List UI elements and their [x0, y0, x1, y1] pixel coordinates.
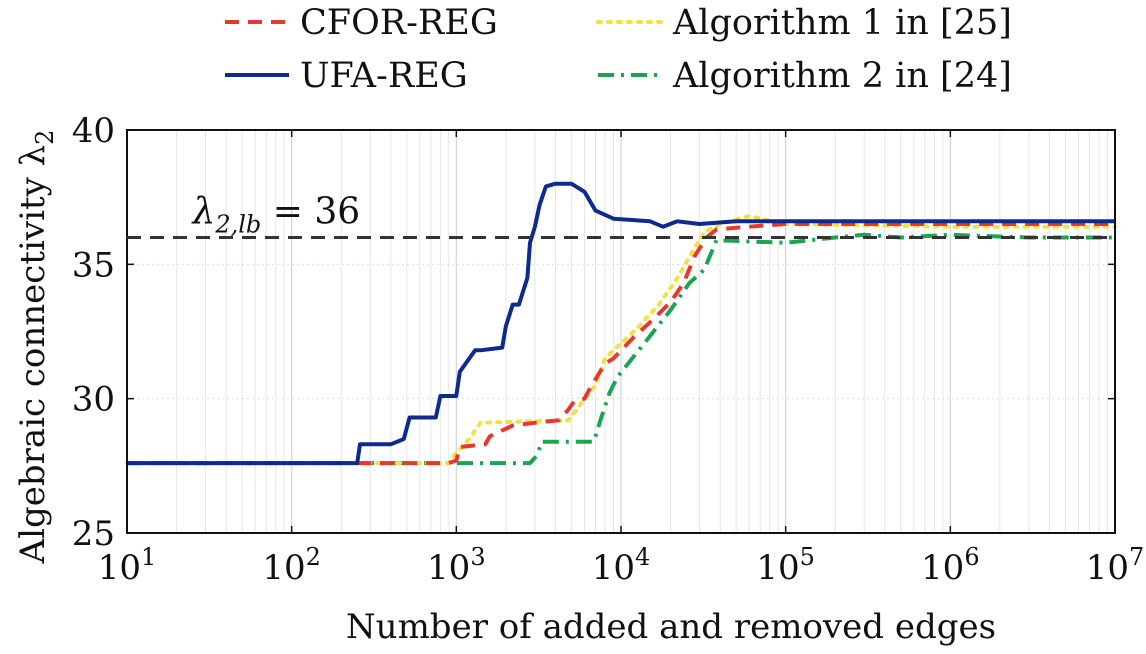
legend-label-cfor-reg: CFOR-REG: [300, 3, 498, 43]
x-tick-base: 10: [262, 548, 305, 588]
x-tick-label: 102: [262, 543, 321, 588]
legend-label-algorithm-1-in-25: Algorithm 1 in [25]: [672, 3, 1012, 43]
annotation-layer: λ2,lb = 36: [127, 191, 1115, 239]
x-tick-base: 10: [921, 548, 964, 588]
y-tick-label: 25: [72, 514, 115, 554]
series-line-cfor-reg: [127, 222, 1115, 466]
x-tick-label: 106: [921, 543, 980, 588]
y-axis-title: Algebraic connectivity λ2: [13, 130, 59, 565]
x-tick-base: 10: [427, 548, 470, 588]
x-tick-base: 10: [1086, 548, 1129, 588]
x-tick-label: 105: [756, 543, 815, 588]
y-tick-label: 35: [72, 245, 115, 285]
annotation-subscript: 2,lb: [214, 210, 261, 238]
x-tick-base: 10: [756, 548, 799, 588]
series-line-ufa-reg: [127, 181, 1115, 466]
x-tick-exponent: 4: [635, 543, 650, 571]
legend-label-ufa-reg: UFA-REG: [300, 56, 468, 96]
axis-titles: Number of added and removed edges Algebra…: [13, 130, 996, 647]
series-line-algorithm-1-in-25: [125, 214, 1117, 466]
x-tick-exponent: 5: [800, 543, 815, 571]
reference-line-label: λ2,lb = 36: [191, 191, 361, 238]
x-tick-exponent: 1: [141, 543, 156, 571]
x-axis-title: Number of added and removed edges: [346, 607, 996, 647]
x-tick-exponent: 6: [964, 543, 979, 571]
y-axis-title-text: Algebraic connectivity λ: [13, 145, 53, 565]
y-tick-label: 30: [72, 380, 115, 420]
x-tick-exponent: 3: [470, 543, 485, 571]
x-tick-exponent: 2: [306, 543, 321, 571]
legend: CFOR-REG UFA-REG Algorithm 1 in [25] Algori…: [225, 3, 1012, 96]
legend-label-algorithm-2-in-24: Algorithm 2 in [24]: [672, 56, 1012, 96]
x-tick-label: 107: [1086, 543, 1145, 588]
x-tick-label: 101: [98, 543, 157, 588]
x-tick-base: 10: [98, 548, 141, 588]
annotation-lambda: λ: [191, 191, 216, 232]
annotation-value: = 36: [261, 191, 360, 232]
x-tick-label: 104: [592, 543, 651, 588]
y-axis-title-subscript: 2: [31, 130, 59, 145]
x-tick-label: 103: [427, 543, 486, 588]
x-tick-exponent: 7: [1129, 543, 1144, 571]
grid-layer: [126, 129, 1116, 534]
x-tick-base: 10: [592, 548, 635, 588]
y-tick-label: 40: [72, 111, 115, 151]
